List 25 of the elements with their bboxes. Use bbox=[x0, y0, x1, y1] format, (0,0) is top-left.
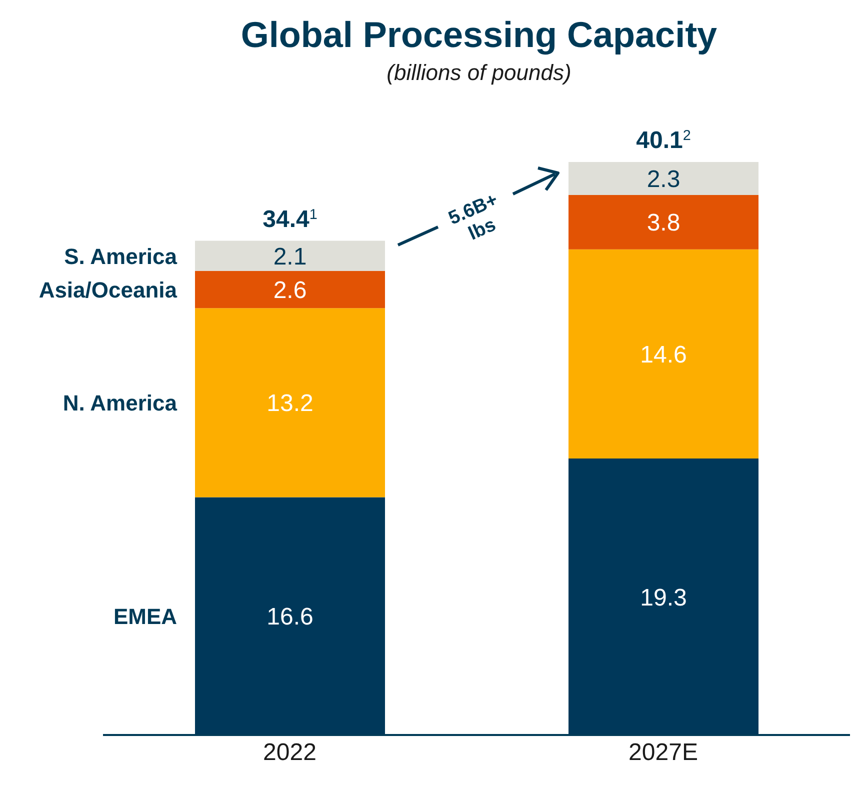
series-label: N. America bbox=[62, 390, 178, 416]
x-tick-label: 2027E bbox=[628, 739, 698, 766]
bar bbox=[568, 249, 758, 459]
chart-title: Global Processing Capacity bbox=[240, 14, 718, 56]
total-label: 34.4$^{1}$ bbox=[262, 206, 318, 233]
series-label: EMEA bbox=[113, 604, 178, 630]
bar bbox=[195, 240, 385, 271]
bar bbox=[195, 308, 385, 498]
series-label: Asia/Oceania bbox=[38, 277, 178, 302]
data-label: 19.3 bbox=[640, 584, 687, 612]
data-label: 2.6 bbox=[273, 277, 307, 304]
bar bbox=[568, 194, 758, 250]
data-label: 2.3 bbox=[646, 166, 680, 193]
bar bbox=[568, 162, 758, 195]
total-label: 40.1$^{2}$ bbox=[636, 127, 691, 154]
data-label: 13.2 bbox=[266, 390, 314, 418]
bar bbox=[195, 270, 385, 308]
data-label: 2.1 bbox=[273, 243, 307, 270]
series-label: S. America bbox=[64, 244, 178, 269]
annotation: 5.6B+ lbs bbox=[446, 189, 501, 245]
x-tick-label: 2022 bbox=[263, 739, 316, 766]
data-label: 14.6 bbox=[640, 341, 687, 368]
chart-subtitle: (billions of pounds) bbox=[386, 60, 572, 86]
data-label: 3.8 bbox=[646, 210, 680, 237]
data-label: 16.6 bbox=[266, 604, 314, 631]
